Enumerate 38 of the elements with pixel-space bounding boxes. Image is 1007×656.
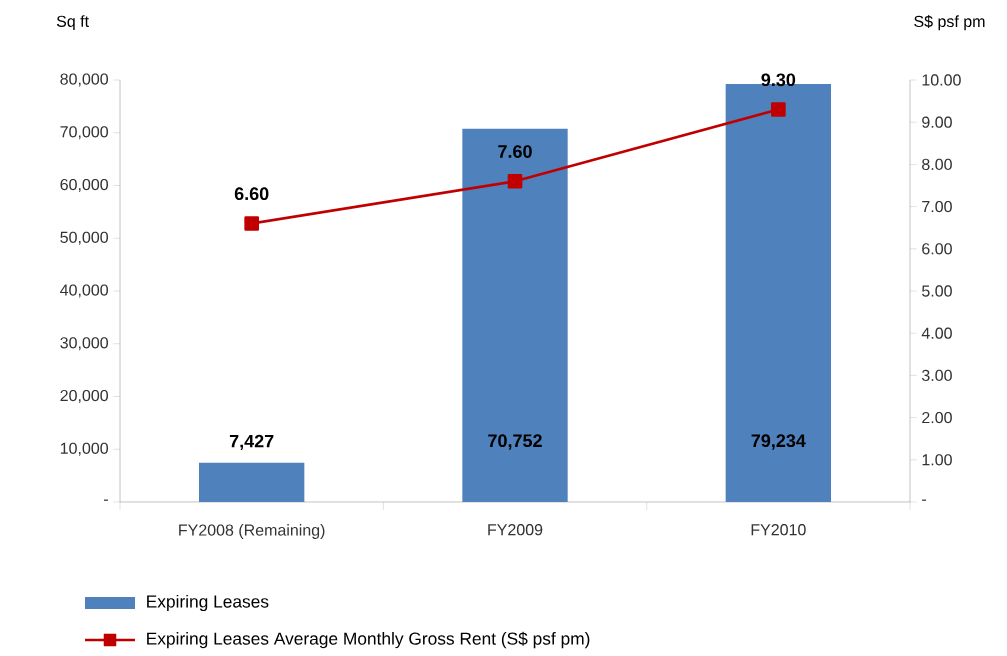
y2-tick-label: 6.00 bbox=[922, 243, 952, 255]
data-label: 70,752 bbox=[488, 434, 542, 450]
y-tick-label: 50,000 bbox=[60, 231, 108, 245]
point bbox=[507, 173, 523, 189]
y-axis-title: Sq ft bbox=[56, 15, 89, 31]
y-tick-label: 20,000 bbox=[60, 389, 108, 404]
y2-tick-label: 10.00 bbox=[922, 74, 961, 86]
y-tick-label: 80,000 bbox=[60, 73, 108, 87]
y2-tick-label: 5.00 bbox=[922, 285, 952, 297]
data-label: 7.60 bbox=[498, 145, 532, 158]
data-label: 9.30 bbox=[761, 73, 796, 87]
legend-label: Expiring Leases Average Monthly Gross Rent (S$ psf pm) bbox=[147, 631, 590, 649]
y-tick-label: 40,000 bbox=[60, 284, 108, 298]
y2-tick-label: 1.00 bbox=[922, 454, 952, 466]
y2-axis-title: S$ psf pm bbox=[914, 15, 985, 31]
bar bbox=[462, 128, 568, 502]
point bbox=[771, 102, 786, 117]
y-tick-label: 60,000 bbox=[60, 178, 108, 193]
data-label: 6.60 bbox=[234, 187, 269, 201]
legend-label: Expiring Leases bbox=[147, 594, 269, 612]
y-tick-label: 10,000 bbox=[60, 442, 108, 456]
bar bbox=[199, 462, 305, 502]
y2-tick-label: 3.00 bbox=[921, 369, 952, 382]
y2-tick-label: 8.00 bbox=[922, 158, 952, 171]
y2-tick-label: 4.00 bbox=[921, 327, 952, 339]
y2-tick-label: - bbox=[922, 499, 926, 501]
data-label: 7,427 bbox=[229, 434, 274, 451]
y2-tick-label: 7.00 bbox=[922, 200, 952, 213]
y-tick-label: 30,000 bbox=[60, 337, 108, 351]
y2-tick-label: 9.00 bbox=[922, 116, 952, 128]
y-tick-label: 70,000 bbox=[60, 126, 108, 140]
data-label: 79,234 bbox=[751, 434, 806, 450]
y-tick-label: - bbox=[104, 499, 108, 501]
x-tick-label: FY2008 (Remaining) bbox=[179, 524, 325, 539]
y2-tick-label: 2.00 bbox=[922, 411, 952, 424]
x-tick-label: FY2009 bbox=[488, 524, 543, 536]
point bbox=[244, 216, 260, 231]
x-tick-label: FY2010 bbox=[751, 524, 806, 536]
